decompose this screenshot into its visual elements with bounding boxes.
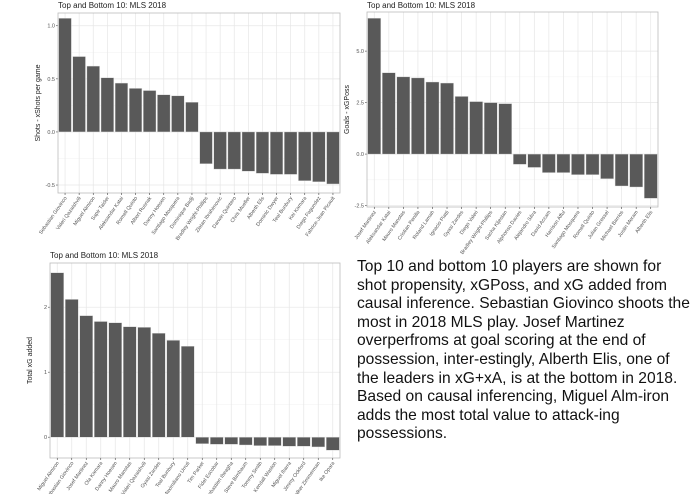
bar bbox=[123, 326, 137, 438]
bar bbox=[268, 437, 282, 446]
bar bbox=[367, 17, 382, 155]
bar bbox=[614, 153, 629, 187]
bar bbox=[58, 18, 72, 133]
bar bbox=[166, 340, 180, 438]
bar bbox=[312, 131, 326, 183]
bar bbox=[227, 131, 241, 170]
bar bbox=[100, 77, 114, 133]
bar bbox=[270, 131, 284, 175]
bar bbox=[629, 153, 643, 188]
bar bbox=[483, 102, 498, 155]
bar bbox=[298, 131, 312, 181]
bar bbox=[542, 153, 556, 173]
bar bbox=[411, 77, 425, 155]
bar bbox=[498, 103, 512, 155]
bar bbox=[72, 56, 86, 133]
chart-title: Top and Bottom 10: MLS 2018 bbox=[50, 251, 159, 260]
y-axis-label: Total xG added bbox=[27, 337, 34, 384]
bar bbox=[297, 437, 311, 447]
bar bbox=[86, 65, 100, 133]
bar bbox=[311, 437, 325, 448]
bar bbox=[513, 153, 527, 165]
panel-border bbox=[57, 12, 341, 194]
bar bbox=[224, 437, 238, 445]
bar bbox=[454, 96, 469, 155]
bar bbox=[556, 153, 571, 173]
y-tick-label: 1.0 bbox=[47, 24, 55, 30]
bar bbox=[241, 131, 255, 172]
panel-border bbox=[366, 11, 659, 208]
bar bbox=[284, 131, 298, 175]
bar bbox=[425, 81, 440, 155]
bar bbox=[326, 131, 340, 185]
bar bbox=[94, 321, 108, 438]
bar bbox=[137, 327, 151, 438]
y-tick-label: -2.5 bbox=[355, 204, 364, 210]
bar bbox=[326, 437, 340, 451]
bar bbox=[527, 153, 542, 168]
bar bbox=[440, 82, 454, 155]
bar bbox=[282, 437, 296, 447]
bar bbox=[185, 102, 199, 133]
y-axis-label: Shots - xShots per game bbox=[35, 64, 42, 141]
bar bbox=[114, 82, 128, 133]
y-tick-label: 5.0 bbox=[356, 49, 364, 55]
bar bbox=[239, 437, 253, 446]
y-tick-label: 0 bbox=[44, 435, 47, 441]
caption-text: Top 10 and bottom 10 players are shown f… bbox=[357, 258, 690, 443]
y-axis-label: Goals - xGPoss bbox=[344, 84, 351, 134]
bar bbox=[181, 346, 195, 438]
bar bbox=[50, 272, 64, 438]
bar bbox=[585, 153, 600, 175]
bar bbox=[469, 101, 483, 155]
bar bbox=[65, 299, 79, 438]
bar bbox=[253, 437, 267, 446]
bar bbox=[571, 153, 585, 175]
bar bbox=[199, 131, 213, 164]
bar bbox=[79, 315, 93, 438]
y-tick-label: 2 bbox=[44, 305, 47, 311]
chart-title: Top and Bottom 10: MLS 2018 bbox=[367, 1, 476, 10]
y-tick-label: 0.5 bbox=[47, 77, 55, 83]
panel-border bbox=[49, 262, 341, 459]
chart-1: Top and Bottom 10: MLS 2018 -0.5 0.0 0.5 1.0… bbox=[35, 1, 341, 242]
bar bbox=[643, 153, 658, 199]
bar bbox=[213, 131, 227, 170]
bar bbox=[152, 333, 166, 438]
bar bbox=[255, 131, 269, 174]
y-tick-label: -0.5 bbox=[46, 183, 55, 189]
bar bbox=[600, 153, 614, 179]
chart-2: Top and Bottom 10: MLS 2018 -2.5 0.0 2.5 5.0… bbox=[344, 1, 659, 256]
chart-title: Top and Bottom 10: MLS 2018 bbox=[58, 1, 167, 10]
bar bbox=[171, 95, 185, 133]
y-tick-label: 0.0 bbox=[356, 152, 364, 158]
bar bbox=[382, 72, 396, 155]
bar bbox=[195, 437, 209, 444]
y-tick-label: 2.5 bbox=[356, 101, 364, 107]
bar bbox=[157, 94, 171, 133]
y-tick-label: 0.0 bbox=[47, 130, 55, 136]
bar bbox=[210, 437, 224, 445]
bar bbox=[396, 76, 411, 155]
y-tick-label: 1 bbox=[44, 370, 47, 376]
bar bbox=[143, 90, 157, 133]
bar bbox=[108, 322, 122, 438]
bar bbox=[129, 88, 143, 133]
